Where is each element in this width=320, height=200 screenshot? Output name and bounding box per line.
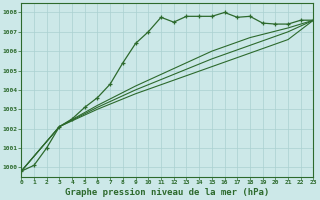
X-axis label: Graphe pression niveau de la mer (hPa): Graphe pression niveau de la mer (hPa)	[65, 188, 269, 197]
